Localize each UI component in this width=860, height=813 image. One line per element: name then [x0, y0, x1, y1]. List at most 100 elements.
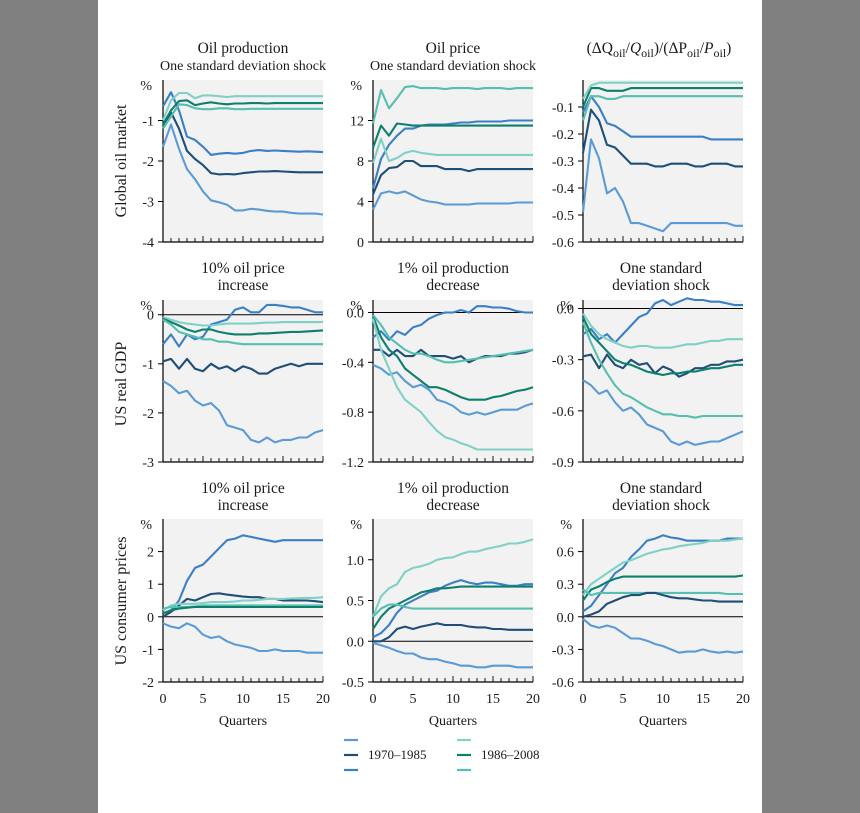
series-line-teal_dark	[582, 574, 744, 602]
x-tick-label: 0	[370, 692, 377, 707]
y-tick-label: -2	[142, 407, 154, 422]
unit-label: %	[560, 299, 572, 314]
y-tick-label: -0.9	[552, 456, 574, 471]
unit-label: %	[560, 518, 572, 533]
series-line-blue_mid	[372, 305, 533, 341]
unit-label: %	[140, 518, 152, 533]
unit-label: %	[140, 299, 152, 314]
series-line-teal_light	[582, 81, 743, 100]
series-line-blue_dark	[582, 591, 743, 618]
y-tick-label: -0.6	[552, 236, 574, 251]
y-tick-label: 0.3	[557, 578, 575, 593]
plot-area	[373, 519, 533, 682]
y-tick-label: -1	[142, 643, 154, 658]
series-line-teal_dark	[162, 99, 323, 126]
row-label: US consumer prices	[113, 537, 130, 666]
panel-title: 10% oil price	[201, 480, 285, 497]
y-tick-label: -1	[142, 358, 154, 373]
unit-label: %	[140, 79, 152, 94]
series-line-blue_light	[372, 641, 533, 669]
x-tick-label: 10	[236, 692, 250, 707]
series-line-teal_light	[582, 313, 743, 349]
y-tick-label: -0.8	[342, 406, 364, 421]
y-tick-label: 0	[357, 236, 364, 251]
series-line-blue_dark	[373, 622, 533, 643]
x-tick-label: 20	[736, 692, 750, 707]
panel-title: (ΔQoil/Qoil)/(ΔPoil/Poil)	[587, 40, 732, 60]
series-line-blue_light	[582, 618, 744, 654]
y-tick-label: 1.0	[347, 554, 365, 569]
series-line-blue_dark	[582, 353, 744, 378]
y-tick-label: -2	[142, 676, 154, 691]
y-tick-label: -0.1	[552, 101, 574, 116]
series-line-teal_mid	[372, 314, 534, 364]
y-tick-label: 8	[357, 155, 364, 170]
series-line-teal_light	[162, 596, 324, 612]
series-line-teal_mid	[582, 95, 743, 121]
y-tick-label: -0.4	[552, 182, 574, 197]
series-line-blue_light	[372, 190, 533, 211]
plot-area	[583, 519, 743, 682]
plot-area	[373, 300, 533, 462]
y-tick-label: -2	[142, 155, 154, 170]
series-line-teal_dark	[582, 87, 743, 108]
panel-subtitle: increase	[218, 277, 269, 294]
y-tick-label: -0.3	[552, 354, 574, 369]
y-tick-label: 0.5	[347, 595, 365, 610]
series-line-teal_dark	[372, 315, 534, 401]
series-line-blue_mid	[372, 579, 533, 639]
series-line-teal_dark	[372, 122, 533, 149]
series-line-blue_mid	[582, 297, 743, 344]
legend-label: 1986–2008	[481, 747, 540, 762]
series-line-teal_light	[162, 91, 323, 121]
series-line-teal_mid	[582, 321, 743, 419]
x-tick-label: 5	[410, 692, 417, 707]
y-tick-label: 12	[350, 115, 364, 130]
series-line-blue_dark	[162, 357, 323, 375]
series-line-blue_dark	[162, 111, 323, 176]
y-tick-label: 0.6	[557, 546, 575, 561]
x-tick-label: 15	[696, 692, 710, 707]
y-tick-label: -0.4	[342, 356, 364, 371]
y-tick-label: -0.5	[552, 209, 574, 224]
series-line-teal_mid	[162, 318, 323, 346]
series-line-blue_light	[372, 363, 534, 416]
y-tick-label: 0.0	[557, 303, 575, 318]
series-line-teal_dark	[162, 317, 324, 336]
x-tick-label: 20	[316, 692, 330, 707]
x-axis-label: Quarters	[429, 714, 477, 729]
plot-area	[163, 300, 323, 462]
series-line-blue_light	[162, 622, 323, 654]
panel-title: 1% oil production	[397, 260, 509, 277]
series-line-teal_dark	[162, 605, 323, 615]
series-line-teal_mid	[371, 85, 533, 124]
series-line-blue_light	[582, 379, 744, 446]
unit-label: %	[350, 79, 362, 94]
y-tick-label: -1	[142, 115, 154, 130]
x-tick-label: 5	[620, 692, 627, 707]
legend-label: 1970–1985	[368, 747, 427, 762]
panel-title: 1% oil production	[397, 480, 509, 497]
x-tick-label: 0	[160, 692, 167, 707]
series-line-blue_mid	[582, 95, 743, 141]
series-line-teal_mid	[582, 588, 743, 597]
plot-area	[373, 80, 533, 242]
series-line-blue_mid	[162, 91, 324, 156]
panel-subtitle: One standard deviation shock	[370, 59, 536, 74]
series-line-blue_mid	[162, 534, 323, 615]
panel-title: Oil price	[426, 40, 481, 57]
x-tick-label: 20	[526, 692, 540, 707]
y-tick-label: 0	[147, 309, 154, 324]
plot-area	[583, 80, 743, 242]
x-tick-label: 10	[656, 692, 670, 707]
y-tick-label: 0.0	[347, 306, 365, 321]
series-line-blue_light	[162, 123, 324, 216]
series-line-blue_mid	[371, 119, 533, 189]
y-tick-label: 0.0	[347, 635, 365, 650]
plot-area	[583, 300, 743, 462]
row-label: Global oil market	[113, 104, 130, 217]
series-line-teal_mid	[372, 603, 533, 618]
series-line-blue_light	[162, 380, 324, 444]
y-tick-label: -4	[142, 236, 154, 251]
